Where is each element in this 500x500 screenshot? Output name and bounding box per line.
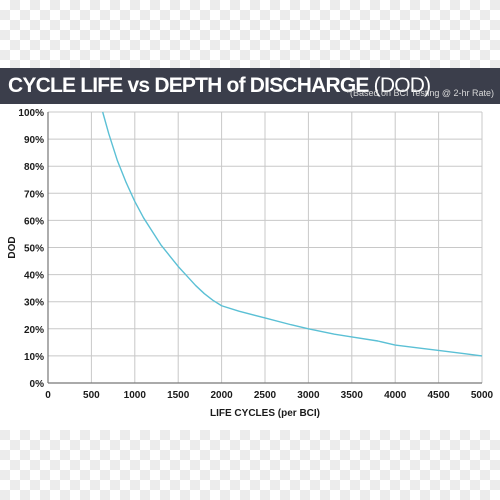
x-axis-label: LIFE CYCLES (per BCI)	[210, 408, 320, 419]
y-axis-label: DOD	[7, 236, 18, 258]
x-tick-label: 3000	[297, 390, 320, 401]
chart-title-bar: CYCLE LIFE vs DEPTH of DISCHARGE (DOD) *…	[0, 68, 500, 104]
x-tick-label: 4000	[384, 390, 407, 401]
x-tick-label: 2500	[254, 390, 277, 401]
x-tick-label: 1000	[124, 390, 147, 401]
x-tick-label: 5000	[471, 390, 494, 401]
chart-plot: 0 500 1000 1500 2000 2500 3000 3500 4000 4500 5000…	[7, 108, 494, 419]
y-tick-label: 0%	[30, 379, 45, 390]
chart-title: CYCLE LIFE vs DEPTH of DISCHARGE (DOD)	[8, 74, 431, 98]
x-tick-label: 3500	[341, 390, 364, 401]
series-line-0	[102, 111, 483, 357]
x-tick-label: 0	[45, 390, 51, 401]
x-tick-label: 4500	[427, 390, 450, 401]
x-tick-label: 1500	[167, 390, 190, 401]
y-tick-label: 90%	[24, 135, 44, 146]
chart-card: CYCLE LIFE vs DEPTH of DISCHARGE (DOD) *…	[0, 68, 500, 430]
chart-title-main: CYCLE LIFE vs DEPTH of DISCHARGE	[8, 74, 369, 97]
y-tick-label: 60%	[24, 216, 44, 227]
y-tick-label: 30%	[24, 298, 44, 309]
chart-title-suffix: (DOD)	[373, 74, 431, 97]
x-tick-label: 500	[83, 390, 100, 401]
y-tick-label: 20%	[24, 325, 44, 336]
y-tick-label: 40%	[24, 271, 44, 282]
chart-note: *(Based on BCI Testing @ 2-hr Rate)	[346, 88, 494, 98]
y-tick-label: 10%	[24, 352, 44, 363]
y-tick-label: 50%	[24, 244, 44, 255]
x-tick-label: 2000	[210, 390, 233, 401]
y-tick-label: 100%	[18, 108, 44, 119]
y-tick-label: 70%	[24, 189, 44, 200]
y-tick-label: 80%	[24, 162, 44, 173]
